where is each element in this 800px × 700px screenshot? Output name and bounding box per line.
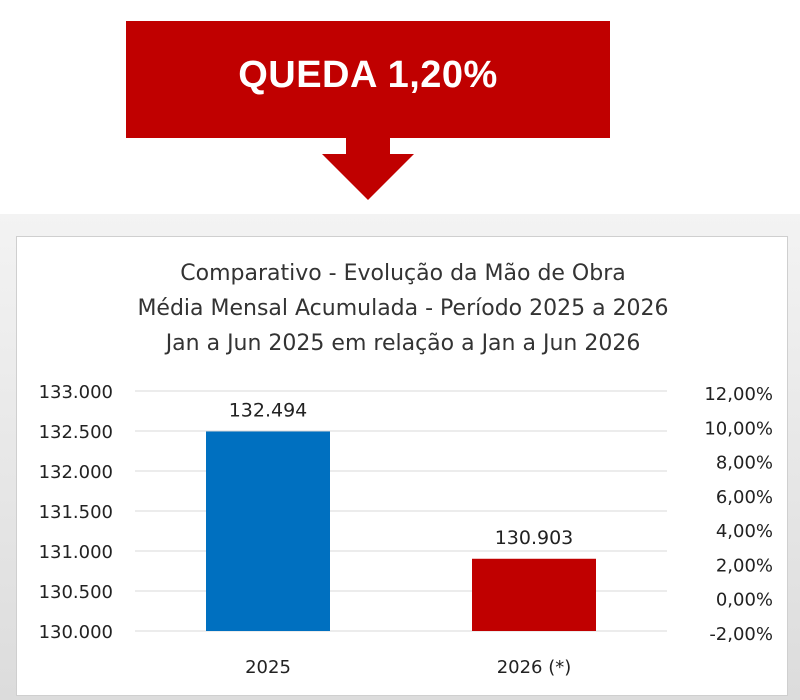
data-label: 130.903 (495, 527, 574, 549)
chart-panel: Comparativo - Evolução da Mão de Obra Méd… (16, 236, 788, 696)
y-tick-label: 133.000 (39, 382, 113, 403)
y-tick-label: 130.000 (39, 622, 113, 643)
decline-banner-text: QUEDA 1,20% (238, 54, 498, 96)
bar-1 (206, 431, 330, 631)
bar-2 (472, 558, 596, 631)
y2-tick-label: 2,00% (716, 555, 773, 576)
y-axis-right: 12,00% 10,00% 8,00% 6,00% 4,00% 2,00% 0,00% -2,… (704, 384, 773, 645)
y2-tick-label: 10,00% (704, 418, 773, 439)
x-tick-label: 2025 (245, 657, 291, 678)
y2-tick-label: 8,00% (716, 453, 773, 474)
down-arrow-icon (322, 136, 414, 200)
y-tick-label: 132.500 (39, 422, 113, 443)
data-label: 132.494 (229, 399, 308, 421)
chart-title: Comparativo - Evolução da Mão de Obra Méd… (137, 261, 668, 356)
y2-tick-label: -2,00% (709, 624, 773, 645)
y-tick-label: 130.500 (39, 582, 113, 603)
bars: 132.494 130.903 (206, 399, 596, 631)
y-tick-label: 132.000 (39, 462, 113, 483)
y2-tick-label: 0,00% (716, 590, 773, 611)
y-tick-label: 131.000 (39, 542, 113, 563)
x-tick-label: 2026 (*) (497, 657, 572, 678)
y2-tick-label: 12,00% (704, 384, 773, 405)
y-axis-left: 133.000 132.500 132.000 131.500 131.000 130.5… (39, 382, 113, 643)
chart-title-line-3: Jan a Jun 2025 em relação a Jan a Jun 20… (164, 331, 641, 356)
chart-title-line-2: Média Mensal Acumulada - Período 2025 a … (137, 296, 668, 321)
chart-title-line-1: Comparativo - Evolução da Mão de Obra (180, 261, 626, 286)
decline-banner: QUEDA 1,20% (126, 21, 610, 138)
y-tick-label: 131.500 (39, 502, 113, 523)
x-axis: 2025 2026 (*) (245, 657, 571, 678)
y2-tick-label: 6,00% (716, 487, 773, 508)
y2-tick-label: 4,00% (716, 521, 773, 542)
bar-chart: Comparativo - Evolução da Mão de Obra Méd… (39, 261, 773, 678)
